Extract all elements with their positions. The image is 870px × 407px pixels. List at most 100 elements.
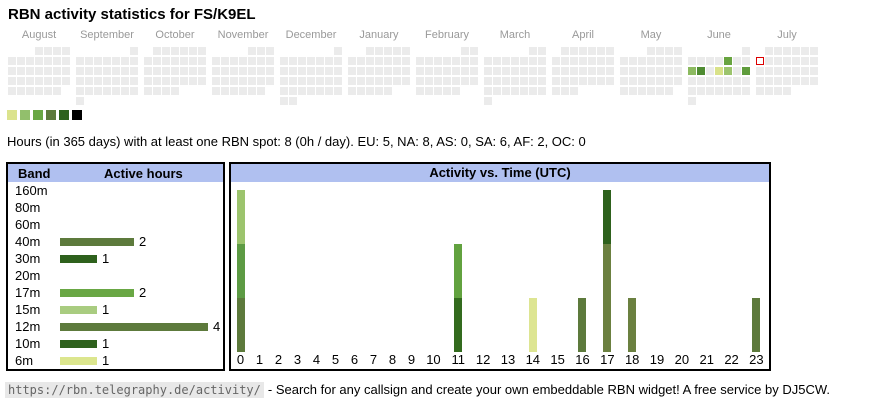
month-grid	[144, 47, 206, 95]
band-label: 160m	[15, 183, 48, 198]
calendar-day	[26, 67, 34, 75]
calendar-day	[774, 57, 782, 65]
calendar-blank	[94, 47, 102, 55]
calendar-day	[248, 87, 256, 95]
calendar-day	[484, 87, 492, 95]
calendar-day	[307, 57, 315, 65]
active-hours-column-header: Active hours	[104, 166, 183, 181]
page-title: RBN activity statistics for FS/K9EL	[8, 6, 256, 23]
legend-swatch	[72, 110, 82, 120]
band-hours-value: 1	[102, 336, 110, 351]
month-label: September	[80, 29, 134, 41]
calendar-day	[597, 47, 605, 55]
month-grid	[212, 47, 274, 95]
calendar-day	[212, 87, 220, 95]
band-column-header: Band	[18, 166, 51, 181]
calendar-day	[239, 57, 247, 65]
calendar-day	[325, 57, 333, 65]
calendar-day	[697, 77, 705, 85]
calendar-blank	[357, 47, 365, 55]
calendar-day	[570, 47, 578, 55]
calendar-day	[62, 57, 70, 65]
month-label: December	[285, 29, 337, 41]
calendar-day	[579, 77, 587, 85]
calendar-day	[470, 47, 478, 55]
month-grid	[348, 47, 410, 95]
calendar-day	[162, 57, 170, 65]
month-label: July	[777, 29, 797, 41]
calendar-day	[334, 57, 342, 65]
calendar-day	[733, 57, 741, 65]
month-label: June	[707, 29, 731, 41]
calendar-day	[85, 77, 93, 85]
calendar-day	[85, 67, 93, 75]
calendar-blank	[638, 47, 646, 55]
calendar-day	[189, 67, 197, 75]
calendar-day	[529, 57, 537, 65]
band-table-rows: 160m 80m 60m 40m 2 30m 1 20m 17m 2 15m 1 12m 4 10m 1 6m 1	[8, 182, 223, 369]
calendar-day	[130, 57, 138, 65]
calendar-day	[121, 87, 129, 95]
calendar-day	[688, 67, 696, 75]
calendar-day	[620, 57, 628, 65]
footer-text: - Search for any callsign and create you…	[267, 382, 831, 397]
calendar-day	[289, 67, 297, 75]
hour-label: 1	[255, 352, 264, 367]
activity-calendar: August September October November December Ja…	[8, 29, 818, 105]
calendar-day	[801, 67, 809, 75]
calendar-day	[688, 57, 696, 65]
calendar-day	[665, 47, 673, 55]
calendar-day	[756, 67, 764, 75]
legend-swatch	[59, 110, 69, 120]
calendar-day	[153, 57, 161, 65]
calendar-blank	[452, 47, 460, 55]
activity-bar-segment	[236, 298, 245, 352]
calendar-blank	[697, 47, 705, 55]
calendar-day	[180, 47, 188, 55]
activity-bar-segment	[454, 298, 463, 352]
band-label: 80m	[15, 200, 41, 215]
calendar-day	[348, 77, 356, 85]
calendar-month-may: May	[620, 29, 682, 105]
calendar-day	[8, 57, 16, 65]
calendar-day	[17, 87, 25, 95]
calendar-day	[280, 87, 288, 95]
calendar-day	[538, 67, 546, 75]
calendar-blank	[239, 47, 247, 55]
calendar-blank	[85, 47, 93, 55]
calendar-day	[416, 77, 424, 85]
stats-summary: Hours (in 365 days) with at least one RB…	[7, 134, 586, 149]
calendar-day	[606, 47, 614, 55]
calendar-day	[239, 77, 247, 85]
calendar-day	[289, 97, 297, 105]
calendar-day	[688, 97, 696, 105]
calendar-blank	[103, 47, 111, 55]
calendar-day	[588, 77, 596, 85]
calendar-day	[357, 67, 365, 75]
hour-label: 6	[350, 352, 359, 367]
band-bar	[60, 254, 97, 263]
calendar-day	[17, 57, 25, 65]
calendar-day	[638, 57, 646, 65]
calendar-day	[162, 77, 170, 85]
calendar-day	[375, 87, 383, 95]
calendar-day	[470, 67, 478, 75]
month-grid	[76, 47, 138, 105]
calendar-day	[171, 57, 179, 65]
activity-bar-segment	[752, 298, 761, 352]
calendar-day	[393, 57, 401, 65]
calendar-blank	[502, 47, 510, 55]
calendar-day	[742, 87, 750, 95]
calendar-day	[402, 67, 410, 75]
calendar-day	[94, 67, 102, 75]
widget-url[interactable]: https://rbn.telegraphy.de/activity/	[5, 382, 264, 398]
calendar-day	[529, 87, 537, 95]
calendar-day	[697, 87, 705, 95]
calendar-day	[35, 67, 43, 75]
hour-column-13	[496, 182, 521, 352]
band-row-6m: 6m 1	[8, 352, 223, 369]
calendar-day	[434, 87, 442, 95]
calendar-blank	[733, 47, 741, 55]
calendar-day	[357, 57, 365, 65]
calendar-day	[588, 57, 596, 65]
